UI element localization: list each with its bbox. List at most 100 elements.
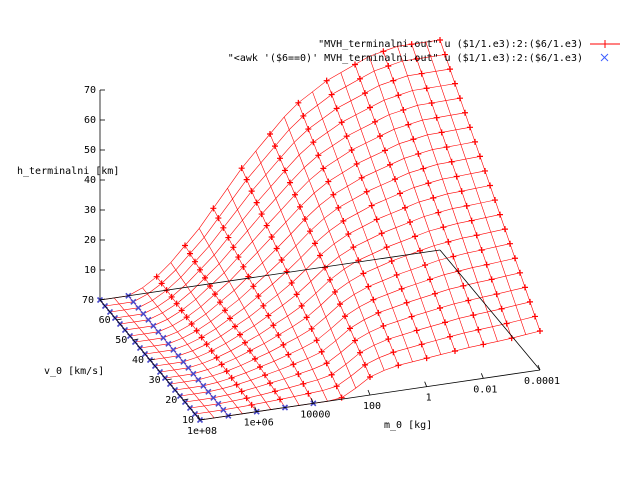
data-point-17-6 [197, 266, 203, 273]
v-tick-mark-3 [149, 358, 156, 361]
data-point-19-22 [413, 55, 420, 62]
data-point-18-10 [248, 188, 255, 195]
data-point-14-22 [438, 129, 445, 136]
data-point-12-12 [307, 228, 313, 235]
data-point-4-24 [517, 269, 523, 276]
data-point-5-8 [285, 351, 292, 358]
data-point-3-22 [493, 291, 500, 298]
data-point-19-8 [215, 215, 222, 222]
mesh-line-m-23 [425, 42, 527, 335]
data-point-8-4 [213, 354, 220, 361]
data-point-3-4 [238, 388, 245, 395]
legend-entry-1-label: "<awk '($6==0)' MVH_terminalni.out" u ($… [228, 53, 583, 64]
data-point-13-4 [188, 320, 195, 327]
data-point-8-20 [440, 224, 447, 231]
data-point-20-20 [380, 48, 387, 55]
data-point-9-16 [378, 230, 385, 237]
data-point-7-4 [218, 361, 225, 368]
data-point-5-14 [370, 296, 377, 303]
data-point-10-12 [317, 252, 323, 259]
data-point-6-12 [337, 301, 343, 308]
data-point-12-22 [448, 158, 455, 165]
v-tick-mark-4 [133, 338, 139, 341]
data-point-4-22 [488, 276, 495, 283]
v-axis-label: v_0 [km/s] [44, 366, 104, 377]
data-point-6-22 [478, 246, 485, 253]
data-point-11-20 [425, 180, 432, 187]
data-point-11-16 [368, 202, 375, 209]
data-point-6-18 [422, 262, 428, 269]
surface-mesh [99, 39, 541, 421]
data-point-zero-11-2 [170, 346, 177, 353]
data-point-11-22 [453, 173, 460, 180]
m-tick-mark-0 [197, 414, 201, 421]
mesh-line-v-9 [154, 199, 496, 367]
data-point-zero-14-2 [155, 328, 162, 335]
data-point-16-12 [287, 179, 293, 186]
data-point-15-4 [178, 307, 185, 314]
data-point-1-18 [447, 333, 453, 340]
data-point-0-16 [423, 355, 430, 362]
data-points [96, 37, 543, 424]
data-point-1-6 [277, 396, 283, 403]
mesh-line-v-15 [124, 112, 466, 331]
data-point-1-8 [305, 390, 312, 397]
data-point-zero-19-2 [130, 298, 137, 305]
mesh-line-m-21 [397, 46, 498, 342]
data-point-11-14 [340, 217, 347, 224]
data-point-20-14 [295, 99, 302, 106]
data-point-16-24 [457, 95, 463, 102]
v-tick-mark-0 [199, 418, 206, 421]
data-point-14-12 [297, 203, 303, 210]
data-point-2-22 [498, 305, 505, 312]
z-axis-label: h_terminalni [km] [17, 166, 119, 177]
data-point-18-14 [305, 126, 312, 133]
v-tick-mark-2 [166, 378, 172, 381]
data-point-1-12 [362, 361, 368, 368]
data-point-12-10 [278, 256, 285, 263]
data-point-13-10 [273, 245, 280, 252]
data-point-18-6 [192, 258, 198, 265]
data-point-zero-4-2 [205, 388, 212, 395]
m-tick-mark-3 [367, 389, 371, 396]
mesh-line-m-13 [283, 116, 385, 371]
m-tick-label-0: 1e+08 [187, 426, 217, 437]
data-point-11-18 [397, 190, 403, 197]
data-point-1-20 [475, 326, 482, 333]
data-point-14-14 [325, 178, 332, 185]
data-point-10-16 [373, 216, 380, 223]
data-point-18-8 [220, 224, 227, 231]
data-point-4-18 [432, 290, 438, 297]
data-point-4-14 [375, 309, 382, 316]
mesh-line-m-1 [113, 297, 215, 419]
data-point-5-10 [313, 337, 320, 344]
data-point-13-24 [472, 138, 478, 145]
data-point-17-18 [367, 104, 373, 111]
data-point-zero-3-2 [210, 394, 217, 401]
data-point-15-10 [263, 222, 270, 229]
data-point-13-12 [302, 216, 308, 223]
data-point-20-10 [238, 165, 245, 172]
data-point-13-6 [217, 299, 223, 306]
data-point-12-20 [420, 165, 427, 172]
data-point-11-24 [482, 167, 488, 174]
data-point-10-10 [288, 279, 295, 286]
data-point-12-16 [363, 188, 370, 195]
data-point-7-20 [445, 238, 452, 245]
data-point-13-20 [415, 150, 422, 157]
v-tick-mark-1 [183, 398, 189, 401]
data-point-3-14 [380, 322, 387, 329]
data-point-2-20 [470, 312, 477, 319]
data-point-19-18 [357, 75, 363, 82]
data-point-6-24 [507, 240, 513, 247]
data-point-16-8 [230, 244, 237, 251]
data-point-zero-9-2 [180, 358, 187, 365]
m-tick-label-5: 0.01 [473, 384, 497, 395]
data-point-4-16 [403, 299, 410, 306]
data-point-20-8 [210, 205, 217, 212]
data-point-zero-17-2 [140, 310, 147, 317]
data-point-3-8 [295, 371, 302, 378]
data-point-8-10 [298, 302, 305, 309]
data-point-zero-13-2 [160, 334, 167, 341]
mesh-line-m-19 [368, 56, 470, 348]
